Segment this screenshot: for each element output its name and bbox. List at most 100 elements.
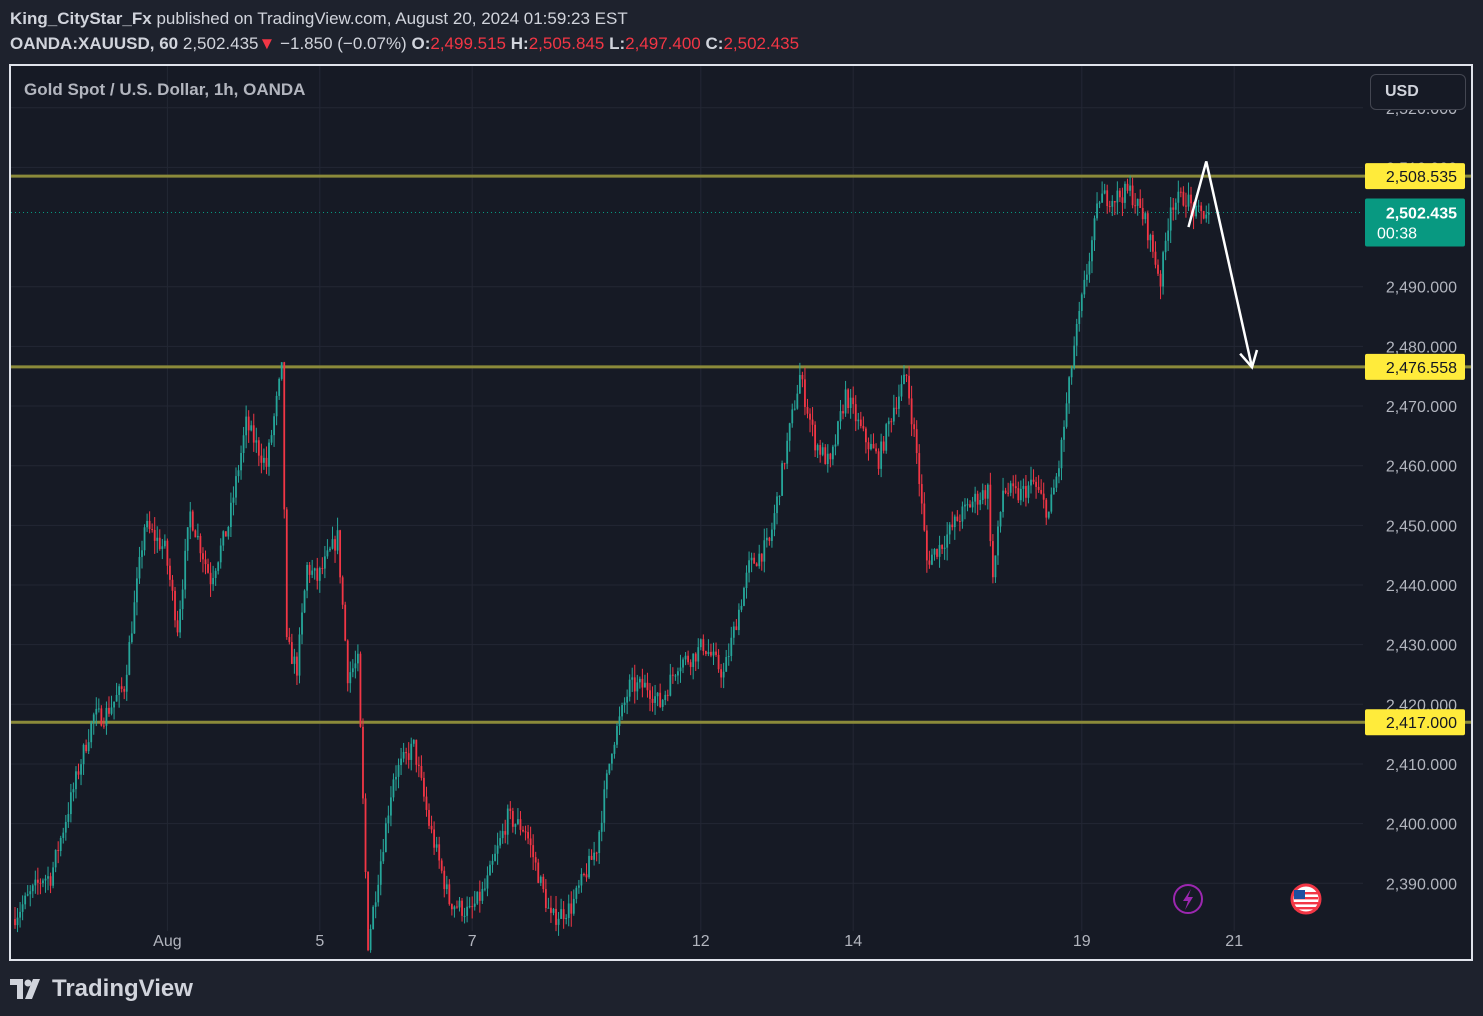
candle-body [379,861,382,885]
candle-body [679,667,682,672]
candle [359,651,362,728]
candle-body [649,690,651,699]
candle [21,895,24,921]
candle [1096,192,1098,221]
candle-body [242,435,245,454]
candle-body [224,531,227,537]
current-price-label: 2,502.435 00:38 [1365,198,1465,247]
candle [748,551,750,583]
candle [313,567,316,580]
candle-body [128,642,131,675]
candle-body [44,878,47,881]
lightning-icon[interactable] [1173,884,1203,914]
candle-body [1202,211,1205,219]
candle [351,659,354,678]
candle-body [260,455,263,463]
candle [369,924,372,953]
candle-body [103,725,105,727]
candle [372,905,375,930]
candle-body [636,682,639,692]
candle-body [1195,205,1197,217]
candle-body [796,393,799,409]
candle [105,701,108,735]
candle-body [623,702,626,706]
candle [834,434,837,456]
publisher-name[interactable]: King_CityStar_Fx [10,9,152,28]
price-chart[interactable]: 2,520.0002,510.0002,490.0002,480.0002,47… [11,66,1471,959]
candle-body [1078,310,1081,324]
candle [334,535,336,563]
candle [501,823,504,844]
level-label-text: 2,508.535 [1386,169,1457,186]
candle-body [1035,481,1037,487]
price-change: −1.850 (−0.07%) [280,34,407,53]
candle-body [336,530,339,551]
symbol-label: OANDA:XAUUSD, 60 [10,34,179,53]
candle [867,437,870,461]
candle [986,483,989,510]
candle-body [961,506,964,522]
candle-body [113,701,115,708]
candle-body [189,511,192,528]
candle-body [1017,488,1020,501]
publish-line: King_CityStar_Fx published on TradingVie… [10,6,799,31]
candle-body [293,656,296,664]
candle-body [722,671,725,678]
candle [120,677,123,693]
candle [905,374,908,383]
candle-body [212,577,215,585]
candle-body [34,879,37,886]
candle-body [595,852,598,854]
candle [189,501,192,540]
candle-body [151,528,154,530]
candle [77,763,80,780]
candle-body [831,446,834,460]
chart-area[interactable]: 2,520.0002,510.0002,490.0002,480.0002,47… [9,64,1473,961]
candle [948,522,951,545]
candle-body [910,398,913,425]
candle-body [458,900,461,908]
tradingview-logo[interactable]: TradingView [10,975,193,1003]
candle-body [1185,205,1187,207]
candle-body [854,404,857,422]
candle-body [885,424,888,451]
candle-body [288,637,291,643]
candle [560,898,562,919]
candle [303,589,306,614]
candle-body [765,537,768,541]
candle-body [1058,468,1060,477]
candle [892,394,895,426]
candle [54,849,57,873]
candle-body [1111,201,1114,207]
y-axis-tick-label: 2,470.000 [1386,399,1457,416]
candle-body [608,763,611,774]
candle [384,817,387,853]
candle-body [1182,191,1185,206]
candle-body [14,919,16,926]
candle [506,804,509,845]
candle-body [222,531,225,546]
candle [801,371,804,388]
currency-button[interactable]: USD [1370,74,1466,110]
candle [288,627,291,645]
projection-arrow[interactable] [1187,161,1254,368]
candle-body [801,374,804,380]
candle [555,896,557,932]
us-flag-icon[interactable] [1290,883,1322,915]
candle [727,643,730,666]
candle-body [219,545,222,563]
us-flag-stripe [1294,897,1318,900]
candle [257,437,260,467]
candle-body [626,696,629,703]
candle-body [237,470,240,477]
candle [219,538,222,569]
candle [1080,292,1083,318]
candle-body [806,406,809,414]
candle [585,863,588,882]
candle-body [829,453,832,460]
candle [496,832,499,865]
candle [34,870,37,894]
candle-body [1162,252,1164,287]
candle [184,538,187,599]
candle [428,803,430,830]
